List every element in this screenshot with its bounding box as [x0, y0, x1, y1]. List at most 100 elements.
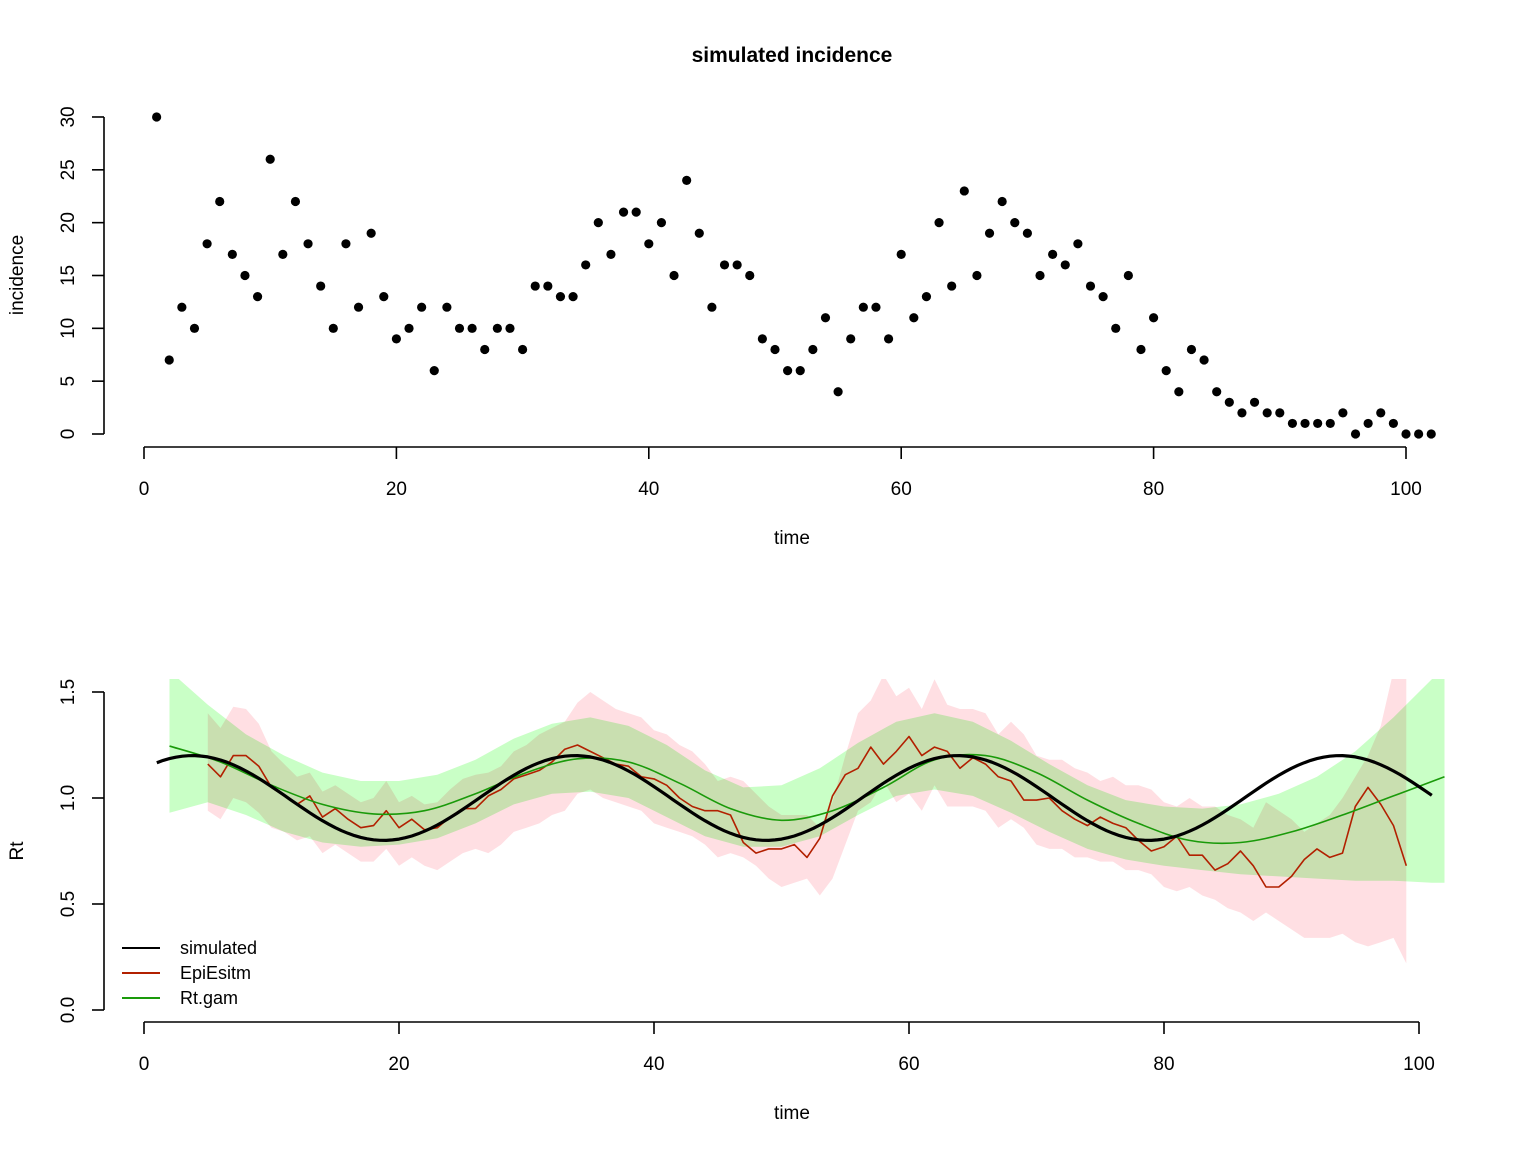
data-point: [719, 260, 730, 270]
rt-y-axis-label: Rt: [7, 841, 28, 861]
x-tick-label: 100: [1390, 479, 1422, 500]
x-tick-label: 60: [891, 479, 912, 500]
legend-label: Rt.gam: [180, 988, 238, 1008]
data-point: [1035, 270, 1045, 281]
data-point: [593, 218, 603, 228]
data-point: [1060, 260, 1070, 270]
data-point: [1414, 429, 1424, 439]
data-point: [240, 270, 250, 281]
data-point: [1149, 313, 1159, 323]
x-tick-label: 40: [638, 479, 659, 500]
data-point: [1073, 239, 1083, 249]
data-point: [1388, 418, 1398, 429]
data-point: [1199, 355, 1209, 365]
data-point: [1287, 418, 1298, 429]
incidence-x-axis-label: time: [774, 528, 810, 549]
data-point: [328, 323, 338, 333]
data-point: [366, 228, 376, 238]
x-tick-label: 40: [643, 1054, 664, 1075]
data-point: [770, 344, 780, 355]
legend-label: simulated: [180, 938, 257, 958]
data-point: [492, 323, 502, 333]
incidence-points: [152, 112, 1436, 439]
data-point: [1363, 418, 1373, 429]
y-tick-label: 15: [58, 265, 79, 286]
data-point: [480, 344, 490, 355]
data-point: [177, 302, 187, 312]
data-point: [290, 196, 301, 207]
data-point: [858, 302, 868, 312]
x-tick-label: 20: [386, 479, 407, 500]
data-point: [1338, 408, 1348, 418]
data-point: [883, 334, 894, 344]
data-point: [972, 270, 982, 281]
data-point: [1325, 418, 1335, 429]
x-tick-label: 0: [139, 1054, 150, 1075]
data-point: [1186, 344, 1197, 355]
incidence-y-axis-label: incidence: [7, 235, 28, 315]
data-point: [417, 302, 427, 312]
data-point: [757, 334, 767, 344]
rt-y-ticks: 0.0 0.5 1.0 1.5: [58, 679, 104, 1023]
data-point: [909, 313, 919, 323]
data-point: [467, 323, 477, 333]
data-point: [1313, 418, 1323, 429]
rt-lines: [156, 735, 1445, 888]
data-point: [543, 281, 553, 291]
rt-chart: 0 20 40 60 80 100 0.0 0.5 1.0 1.5 time Rt simula…: [7, 679, 1445, 1124]
rt-bands: [169, 679, 1445, 964]
data-point: [1262, 408, 1272, 418]
data-point: [227, 249, 237, 259]
data-point: [732, 260, 742, 270]
data-point: [934, 218, 944, 228]
y-tick-label: 0.5: [58, 891, 79, 917]
data-point: [1224, 397, 1234, 407]
data-point: [846, 334, 856, 344]
epiestim-line: [207, 735, 1408, 888]
data-point: [252, 292, 263, 302]
data-point: [669, 270, 679, 281]
rt-gam-line: [169, 745, 1445, 845]
y-tick-label: 10: [58, 318, 79, 339]
data-point: [1426, 429, 1436, 439]
data-point: [1048, 249, 1058, 259]
data-point: [820, 313, 831, 323]
data-point: [265, 154, 275, 164]
data-point: [454, 323, 465, 333]
data-point: [404, 323, 414, 333]
data-point: [1174, 387, 1184, 397]
x-tick-label: 100: [1403, 1054, 1435, 1075]
data-point: [505, 323, 515, 333]
y-tick-label: 0: [58, 429, 79, 440]
y-tick-label: 20: [58, 212, 79, 233]
x-tick-label: 80: [1143, 479, 1164, 500]
data-point: [164, 355, 174, 365]
x-tick-label: 20: [388, 1054, 409, 1075]
rt-x-axis-label: time: [774, 1103, 810, 1124]
y-tick-label: 0.0: [58, 997, 79, 1023]
data-point: [1376, 408, 1386, 418]
data-point: [442, 302, 452, 312]
data-point: [1022, 228, 1032, 238]
incidence-y-ticks: 0 5 10 15 20 25 30: [58, 106, 104, 439]
data-point: [189, 323, 200, 333]
data-point: [530, 281, 540, 291]
simulated-line: [156, 753, 1433, 843]
data-point: [808, 344, 818, 355]
y-tick-label: 1.0: [58, 785, 79, 811]
data-point: [984, 228, 995, 238]
data-point: [1275, 408, 1285, 418]
data-point: [644, 239, 654, 249]
data-point: [947, 281, 957, 291]
data-point: [1010, 218, 1020, 228]
data-point: [896, 249, 906, 259]
incidence-x-ticks: 0 20 40 60 80 100: [139, 447, 1422, 500]
data-point: [303, 239, 313, 249]
legend-label: EpiEsitm: [180, 963, 251, 983]
y-tick-label: 5: [58, 376, 79, 387]
data-point: [518, 344, 528, 355]
incidence-chart: simulated incidence 0 20 40 60 80 100 0 5 10 15 2…: [7, 44, 1436, 549]
data-point: [1085, 281, 1096, 291]
x-tick-label: 60: [898, 1054, 919, 1075]
